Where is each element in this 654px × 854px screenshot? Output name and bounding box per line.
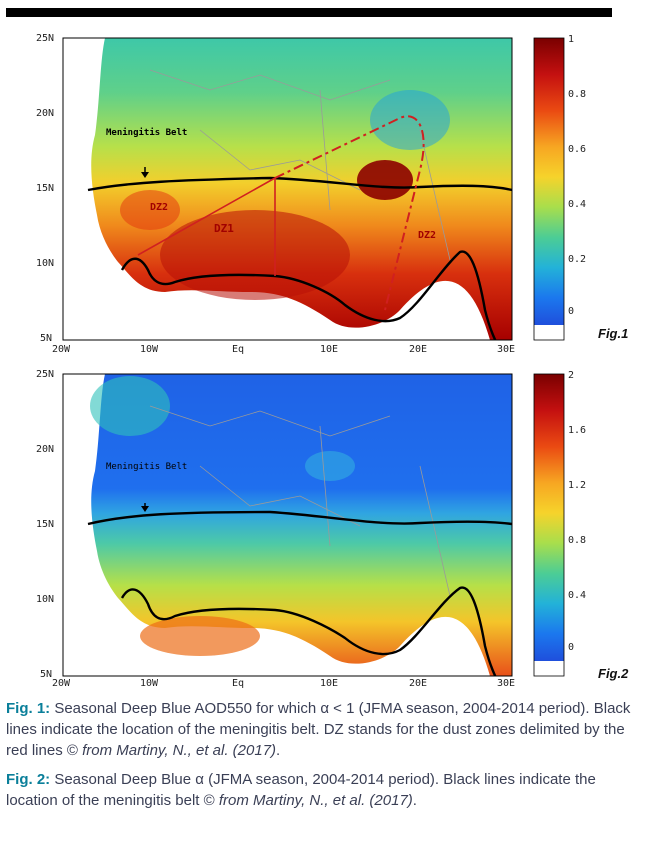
dz-west-boundary <box>137 177 276 256</box>
caption-ref: Fig. 2: <box>6 771 51 788</box>
captions: Fig. 1: Seasonal Deep Blue AOD550 for wh… <box>6 698 646 819</box>
lat-tick: 25N <box>36 33 54 44</box>
belt-label: Meningitis Belt <box>106 462 187 472</box>
dz1-label: DZ1 <box>214 222 234 235</box>
sahara-patch <box>305 451 355 481</box>
colorbar <box>533 37 565 341</box>
lon-tick: 10E <box>320 678 338 688</box>
caption-fig-2: Fig. 2: Seasonal Deep Blue α (JFMA seaso… <box>6 769 646 811</box>
belt-south-line <box>120 250 497 340</box>
lon-tick: Eq <box>232 344 244 355</box>
figure-1-label: Fig.1 <box>598 326 629 341</box>
caption-end: . <box>276 742 281 759</box>
belt-pointer-arrow <box>141 506 149 512</box>
belt-north-line <box>87 176 512 192</box>
caption-end: . <box>412 792 417 809</box>
dz2-east-label: DZ2 <box>418 230 436 241</box>
lon-tick: 20E <box>409 344 427 355</box>
figure-1-map: Meningitis Belt DZ2 DZ1 DZ2 25N 20N 15N … <box>36 33 586 355</box>
coastal-patch <box>90 376 170 436</box>
colorbar-tick: 2 <box>568 370 574 381</box>
dz2-west-hotspot <box>120 190 180 230</box>
dust-core <box>357 160 413 200</box>
colorbar-tick: 0 <box>568 306 574 317</box>
colorbar-tick: 0.4 <box>568 590 586 601</box>
caption-source: from Martiny, N., et al. (2017) <box>218 792 413 809</box>
lon-tick: 10W <box>140 678 159 688</box>
colorbar-tick: 0.8 <box>568 89 586 100</box>
dz1-hotspot <box>160 210 350 300</box>
map-frame <box>62 373 513 677</box>
figure-2-map: Meningitis Belt 25N 20N 15N 10N 5N 20W 1… <box>36 369 586 689</box>
lon-tick: Eq <box>232 678 244 688</box>
lat-tick: 20N <box>36 444 54 455</box>
lon-tick: 20E <box>409 678 427 688</box>
belt-pointer-arrow <box>141 172 149 178</box>
belt-south-line <box>120 586 497 676</box>
colorbar-tick: 1.6 <box>568 425 586 436</box>
caption-text: Seasonal Deep Blue α (JFMA season, 2004-… <box>6 771 596 809</box>
colorbar-tick: 1.2 <box>568 480 586 491</box>
caption-source: from Martiny, N., et al. (2017) <box>82 742 277 759</box>
figure-2: Meningitis Belt 25N 20N 15N 10N 5N 20W 1… <box>0 366 654 689</box>
lon-tick: 10W <box>140 344 159 355</box>
caption-ref: Fig. 1: <box>6 700 51 717</box>
lon-tick: 20W <box>52 344 71 355</box>
caption-fig-1: Fig. 1: Seasonal Deep Blue AOD550 for wh… <box>6 698 646 761</box>
lat-tick: 15N <box>36 519 54 530</box>
lat-tick: 15N <box>36 183 54 194</box>
belt-north-line <box>87 510 512 526</box>
dz-east-boundary <box>274 115 425 311</box>
country-borders <box>149 405 451 597</box>
colorbar <box>533 373 565 677</box>
top-rule <box>6 8 612 17</box>
lat-tick: 10N <box>36 258 54 269</box>
colorbar-tick: 0.8 <box>568 535 586 546</box>
lat-tick: 5N <box>40 333 52 344</box>
caption-text: Seasonal Deep Blue AOD550 for which α < … <box>6 700 631 759</box>
africa-landmass <box>63 374 512 676</box>
colorbar-tick: 1 <box>568 34 574 45</box>
colorbar-tick: 0.4 <box>568 199 586 210</box>
colorbar-tick: 0.6 <box>568 144 586 155</box>
sahara-low-spot <box>370 90 450 150</box>
lon-tick: 10E <box>320 344 338 355</box>
lat-tick: 25N <box>36 369 54 380</box>
belt-label: Meningitis Belt <box>106 127 187 138</box>
lon-tick: 20W <box>52 678 71 688</box>
lon-tick: 30E <box>497 678 515 688</box>
lat-tick: 5N <box>40 669 52 680</box>
lat-tick: 10N <box>36 594 54 605</box>
colorbar-tick: 0 <box>568 642 574 653</box>
country-borders <box>149 69 451 261</box>
dz2-west-label: DZ2 <box>150 202 168 213</box>
coastal-hotspot <box>140 616 260 656</box>
map-frame <box>62 37 513 341</box>
figure-2-label: Fig.2 <box>598 666 629 681</box>
lon-tick: 30E <box>497 344 515 355</box>
figure-1: Meningitis Belt DZ2 DZ1 DZ2 25N 20N 15N … <box>0 30 654 360</box>
colorbar-tick: 0.2 <box>568 254 586 265</box>
lat-tick: 20N <box>36 108 54 119</box>
